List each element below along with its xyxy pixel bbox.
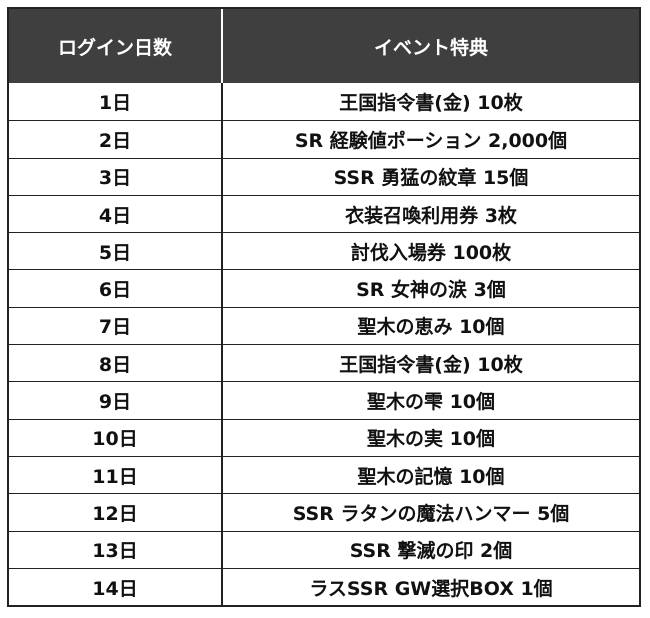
- table-row: 1日 王国指令書(金) 10枚: [9, 83, 639, 121]
- table-row: 2日 SR 経験値ポーション 2,000個: [9, 120, 639, 158]
- login-day-cell: 7日: [9, 307, 223, 345]
- table-row: 9日 聖木の雫 10個: [9, 381, 639, 419]
- reward-cell: 聖木の雫 10個: [366, 391, 496, 414]
- table-row: 7日 聖木の恵み 10個: [9, 306, 639, 345]
- table-row: 8日 王国指令書(金) 10枚: [9, 344, 639, 382]
- table-row: 4日 衣装召喚利用券 3枚: [9, 194, 639, 233]
- reward-cell: SR 女神の涙 3個: [356, 279, 506, 302]
- login-day-cell: 10日: [9, 419, 223, 456]
- reward-cell: ラスSSR GW選択BOX 1個: [309, 577, 553, 600]
- login-day-cell: 4日: [9, 195, 223, 233]
- table-header-row: ログイン日数 イベント特典: [9, 9, 639, 83]
- login-day-cell: 9日: [9, 382, 223, 419]
- reward-cell: SSR 勇猛の紋章 15個: [333, 167, 529, 190]
- reward-cell: 聖木の実 10個: [366, 428, 496, 451]
- table-row: 5日 討伐入場券 100枚: [9, 232, 639, 270]
- reward-cell: SR 経験値ポーション 2,000個: [294, 129, 568, 152]
- login-bonus-table: ログイン日数 イベント特典 1日 王国指令書(金) 10枚 2日 SR 経験値ポーショ…: [7, 7, 641, 608]
- table-row: 13日 SSR 撃滅の印 2個: [9, 530, 639, 568]
- reward-cell: 聖木の記憶 10個: [357, 465, 505, 488]
- login-day-cell: 1日: [9, 83, 223, 121]
- reward-cell: 王国指令書(金) 10枚: [339, 353, 523, 376]
- reward-cell: 王国指令書(金) 10枚: [339, 92, 523, 115]
- login-day-cell: 3日: [9, 158, 223, 195]
- table-row: 10日 聖木の実 10個: [9, 418, 639, 456]
- table-row: 12日 SSR ラタンの魔法ハンマー 5個: [9, 493, 639, 531]
- table-row: 14日 ラスSSR GW選択BOX 1個: [9, 567, 639, 606]
- reward-cell: 聖木の恵み 10個: [357, 316, 505, 339]
- login-day-cell: 11日: [9, 456, 223, 494]
- login-day-cell: 2日: [9, 121, 223, 158]
- table-row: 6日 SR 女神の涙 3個: [9, 269, 639, 307]
- login-day-cell: 8日: [9, 345, 223, 382]
- login-day-cell: 6日: [9, 270, 223, 307]
- header-event-reward: イベント特典: [373, 36, 488, 59]
- reward-cell: 衣装召喚利用券 3枚: [345, 204, 517, 227]
- table-row: 3日 SSR 勇猛の紋章 15個: [9, 157, 639, 195]
- table-row: 11日 聖木の記憶 10個: [9, 455, 639, 494]
- header-login-days: ログイン日数: [9, 9, 223, 83]
- reward-cell: 討伐入場券 100枚: [350, 241, 512, 264]
- login-day-cell: 14日: [9, 568, 223, 606]
- login-day-cell: 12日: [9, 494, 223, 531]
- reward-cell: SSR ラタンの魔法ハンマー 5個: [292, 502, 570, 525]
- login-day-cell: 13日: [9, 531, 223, 568]
- reward-cell: SSR 撃滅の印 2個: [349, 540, 513, 563]
- login-day-cell: 5日: [9, 233, 223, 270]
